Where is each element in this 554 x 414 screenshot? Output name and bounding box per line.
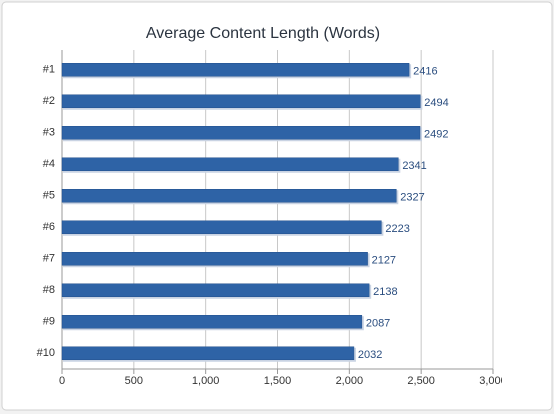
value-label: 2416 — [413, 66, 437, 78]
y-tick-label: #10 — [37, 347, 55, 359]
bar — [61, 94, 421, 108]
x-tick-label: 2,000 — [336, 375, 364, 387]
y-tick-label: #5 — [43, 190, 55, 202]
value-label: 2223 — [385, 223, 409, 235]
x-tick-label: 3,000 — [479, 375, 507, 387]
y-tick-label: #3 — [43, 127, 55, 139]
value-label: 2341 — [402, 160, 426, 172]
value-label: 2327 — [400, 192, 424, 204]
bar — [61, 220, 382, 234]
value-label: 2032 — [358, 349, 382, 361]
chart-title: Average Content Length (Words) — [146, 25, 380, 42]
value-label: 2138 — [373, 286, 397, 298]
bar — [61, 126, 421, 140]
y-tick-label: #7 — [43, 253, 55, 265]
x-tick-label: 1,000 — [192, 375, 220, 387]
bar — [61, 189, 397, 203]
y-tick-label: #6 — [43, 221, 55, 233]
y-tick-label: #4 — [43, 158, 55, 170]
bar — [61, 283, 370, 297]
bar — [61, 346, 355, 360]
bar — [61, 315, 363, 329]
x-tick-label: 500 — [125, 375, 143, 387]
bar — [61, 252, 368, 266]
y-tick-label: #1 — [43, 64, 55, 76]
x-tick-label: 0 — [59, 375, 65, 387]
y-tick-label: #2 — [43, 95, 55, 107]
value-label: 2127 — [372, 255, 396, 267]
bar — [61, 157, 399, 171]
x-tick-label: 2,500 — [407, 375, 435, 387]
value-label: 2492 — [424, 129, 448, 141]
y-tick-label: #8 — [43, 284, 55, 296]
x-tick-label: 1,500 — [264, 375, 292, 387]
value-label: 2494 — [424, 97, 448, 109]
bar — [61, 63, 410, 77]
y-tick-label: #9 — [43, 316, 55, 328]
value-label: 2087 — [366, 318, 390, 330]
plot-area: 0 500 1,000 1,500 2,000 2,500 3,000 2416 2494 249… — [59, 50, 507, 387]
